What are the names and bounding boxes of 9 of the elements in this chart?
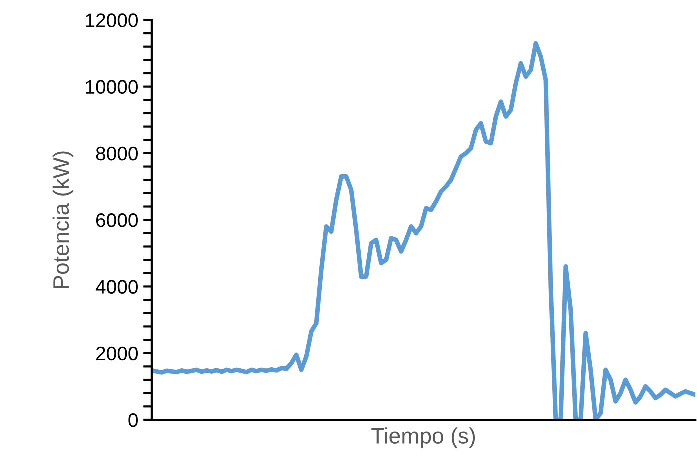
y-tick-label: 6000 [96, 214, 138, 228]
y-tick-label: 12000 [86, 14, 138, 28]
y-axis-title: Potencia (kW) [52, 152, 74, 288]
y-tick-label: 10000 [86, 80, 138, 94]
y-tick-label: 4000 [96, 280, 138, 294]
y-tick-label: 2000 [96, 346, 138, 361]
y-tick-label: 8000 [96, 146, 138, 161]
y-tick-label: 0 [128, 413, 138, 428]
x-axis-title: Tiempo (s) [372, 428, 476, 448]
